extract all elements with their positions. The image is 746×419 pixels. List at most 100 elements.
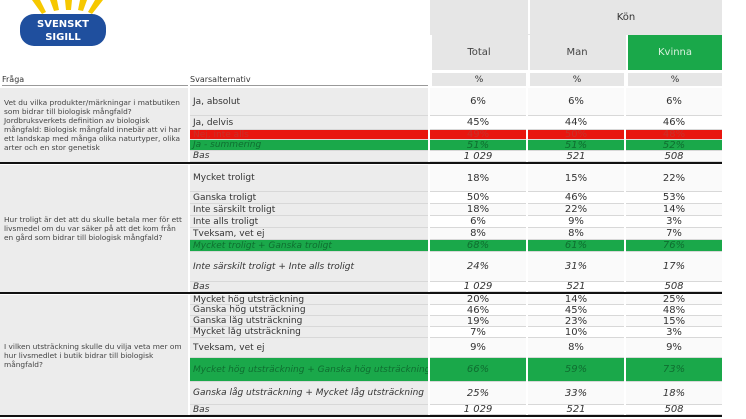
question: Hur troligt är det att du skulle betala … (0, 165, 188, 292)
answer: Inte särskilt troligt (190, 204, 428, 216)
value: 24% (430, 252, 526, 282)
value: 45% (430, 116, 526, 130)
value: 59% (528, 358, 624, 382)
value: 68% (430, 240, 526, 252)
column-header: Kvinna (626, 35, 722, 70)
value: 25% (430, 382, 526, 405)
answer: Mycket hög utsträckning (190, 295, 428, 305)
value: 7% (626, 228, 722, 240)
value: 48% (626, 130, 722, 140)
value: 31% (528, 252, 624, 282)
block-rule (0, 292, 722, 294)
answer: Ganska låg utsträckning + Mycket låg uts… (190, 382, 428, 405)
answer: Tveksam, vet ej (190, 228, 428, 240)
answer: Nej, inte alls (190, 130, 428, 140)
answer: Ganska troligt (190, 192, 428, 204)
value: 50% (430, 192, 526, 204)
value: 1 029 (430, 151, 526, 162)
value: 3% (626, 216, 722, 228)
logo: SVENSKT SIGILL (20, 0, 106, 46)
value: 50% (528, 130, 624, 140)
value: 46% (626, 116, 722, 130)
unit: % (430, 73, 526, 86)
value: 1 029 (430, 282, 526, 292)
value: 8% (528, 228, 624, 240)
value: 508 (626, 151, 722, 162)
value: 51% (528, 140, 624, 151)
value: 9% (626, 338, 722, 358)
value: 46% (528, 192, 624, 204)
value: 14% (626, 204, 722, 216)
answer: Tveksam, vet ej (190, 338, 428, 358)
question: I vilken utsträckning skulle du vilja ve… (0, 295, 188, 415)
answer: Inte alls troligt (190, 216, 428, 228)
value: 25% (626, 295, 722, 305)
answer: Inte särskilt troligt + Inte alls trolig… (190, 252, 428, 282)
block-rule (0, 162, 722, 164)
value: 61% (528, 240, 624, 252)
answer: Ganska hög utsträckning (190, 305, 428, 316)
value: 18% (430, 204, 526, 216)
value: 14% (528, 295, 624, 305)
value: 7% (430, 327, 526, 338)
value: 8% (528, 338, 624, 358)
answer: Bas (190, 405, 428, 415)
value: 1 029 (430, 405, 526, 415)
group-header: Kön (528, 0, 722, 34)
value: 15% (528, 165, 624, 192)
unit: % (626, 73, 722, 86)
answer-label: Svarsalternativ (190, 73, 428, 86)
value: 46% (430, 305, 526, 316)
value: 508 (626, 405, 722, 415)
value: 3% (626, 327, 722, 338)
value: 53% (626, 192, 722, 204)
value: 45% (528, 305, 624, 316)
value: 76% (626, 240, 722, 252)
answer: Bas (190, 151, 428, 162)
value: 19% (430, 316, 526, 327)
value: 51% (430, 140, 526, 151)
value: 6% (430, 216, 526, 228)
value: 23% (528, 316, 624, 327)
answer: Ja - summering (190, 140, 428, 151)
answer: Mycket troligt (190, 165, 428, 192)
value: 66% (430, 358, 526, 382)
value: 8% (430, 228, 526, 240)
value: 20% (430, 295, 526, 305)
logo-text: SIGILL (45, 32, 81, 43)
value: 49% (430, 130, 526, 140)
value: 9% (528, 216, 624, 228)
value: 52% (626, 140, 722, 151)
answer: Ja, delvis (190, 116, 428, 130)
value: 6% (528, 88, 624, 116)
answer: Mycket hög utsträckning + Ganska hög uts… (190, 358, 428, 382)
answer: Bas (190, 282, 428, 292)
value: 73% (626, 358, 722, 382)
answer: Mycket låg utsträckning (190, 327, 428, 338)
value: 44% (528, 116, 624, 130)
value: 6% (430, 88, 526, 116)
logo-text: SVENSKT (37, 19, 89, 30)
value: 521 (528, 405, 624, 415)
question: Vet du vilka produkter/märkningar i matb… (0, 88, 188, 162)
value: 22% (528, 204, 624, 216)
value: 9% (430, 338, 526, 358)
value: 15% (626, 316, 722, 327)
question-label: Fråga (2, 73, 188, 86)
answer: Ganska låg utsträckning (190, 316, 428, 327)
answer: Ja, absolut (190, 88, 428, 116)
value: 521 (528, 282, 624, 292)
value: 508 (626, 282, 722, 292)
value: 17% (626, 252, 722, 282)
column-header: Total (430, 35, 526, 70)
value: 10% (528, 327, 624, 338)
value: 6% (626, 88, 722, 116)
value: 18% (430, 165, 526, 192)
answer: Mycket troligt + Ganska troligt (190, 240, 428, 252)
value: 521 (528, 151, 624, 162)
value: 18% (626, 382, 722, 405)
value: 33% (528, 382, 624, 405)
unit: % (528, 73, 624, 86)
column-header: Man (528, 35, 624, 70)
